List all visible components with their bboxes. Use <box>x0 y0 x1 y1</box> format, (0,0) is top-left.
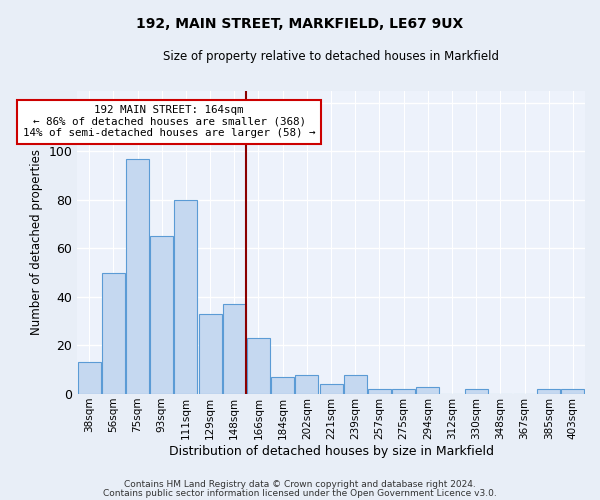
Bar <box>562 389 584 394</box>
Bar <box>368 389 391 394</box>
Bar <box>464 389 488 394</box>
Bar <box>295 374 319 394</box>
Y-axis label: Number of detached properties: Number of detached properties <box>30 150 43 336</box>
Bar <box>150 236 173 394</box>
Bar <box>199 314 221 394</box>
Text: Contains HM Land Registry data © Crown copyright and database right 2024.: Contains HM Land Registry data © Crown c… <box>124 480 476 489</box>
Text: 192, MAIN STREET, MARKFIELD, LE67 9UX: 192, MAIN STREET, MARKFIELD, LE67 9UX <box>136 18 464 32</box>
Bar <box>416 387 439 394</box>
Text: Contains public sector information licensed under the Open Government Licence v3: Contains public sector information licen… <box>103 490 497 498</box>
Bar <box>247 338 270 394</box>
Text: 192 MAIN STREET: 164sqm
← 86% of detached houses are smaller (368)
14% of semi-d: 192 MAIN STREET: 164sqm ← 86% of detache… <box>23 105 315 138</box>
Bar <box>78 362 101 394</box>
X-axis label: Distribution of detached houses by size in Markfield: Distribution of detached houses by size … <box>169 444 494 458</box>
Bar <box>126 158 149 394</box>
Bar <box>320 384 343 394</box>
Title: Size of property relative to detached houses in Markfield: Size of property relative to detached ho… <box>163 50 499 63</box>
Bar <box>223 304 246 394</box>
Bar <box>344 374 367 394</box>
Bar <box>271 377 294 394</box>
Bar <box>392 389 415 394</box>
Bar <box>102 272 125 394</box>
Bar <box>175 200 197 394</box>
Bar <box>537 389 560 394</box>
